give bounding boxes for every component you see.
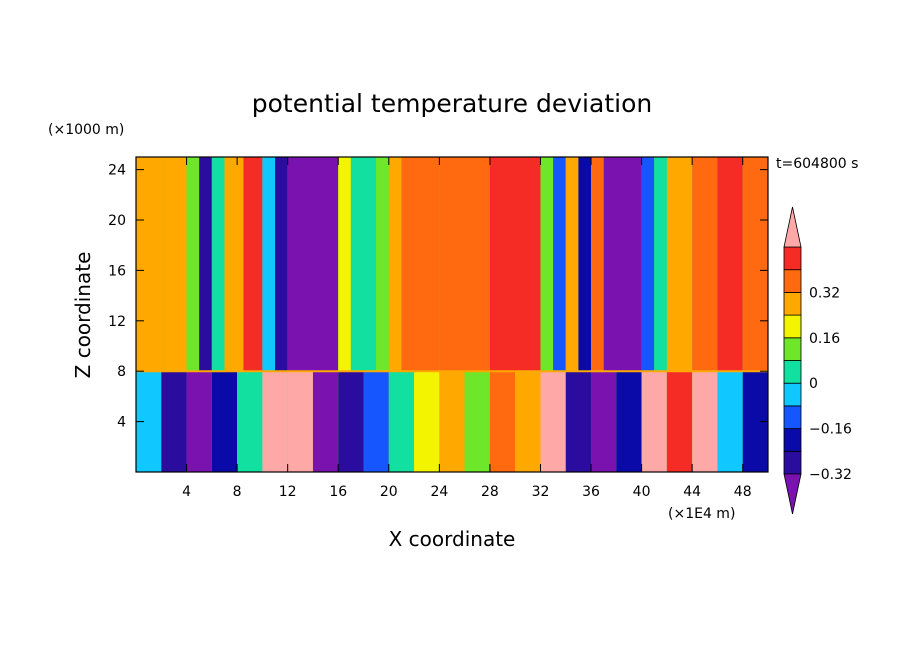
colorbar-top-triangle (783, 206, 802, 248)
contour-band-upper (262, 157, 276, 372)
x-tick-label: 40 (633, 484, 651, 500)
colorbar-box (783, 269, 802, 293)
contour-band-upper (401, 157, 440, 372)
colorbar-box (783, 360, 802, 384)
colorbar-box (783, 337, 802, 361)
chart-title: potential temperature deviation (252, 89, 652, 118)
contour-band-upper (489, 157, 541, 372)
contour-band-upper (199, 157, 212, 372)
contour-band-lower (464, 371, 490, 472)
contour-band-upper (591, 157, 604, 372)
contour-band-upper (565, 157, 579, 372)
contour-band-upper (243, 157, 263, 372)
y-unit-label: (×1000 m) (48, 122, 124, 138)
plot-area (136, 157, 768, 472)
contour-band-lower (717, 371, 743, 472)
colorbar-label: −0.32 (809, 467, 852, 483)
plot-frame (135, 156, 769, 473)
contour-band-lower (312, 371, 339, 472)
contour-band-lower (515, 371, 541, 472)
colorbar-bottom-triangle (783, 473, 802, 515)
contour-band-lower (161, 371, 187, 472)
contour-band-upper (350, 157, 377, 372)
colorbar-box (783, 246, 802, 271)
contour-band-lower (641, 371, 667, 472)
contour-band-lower (439, 371, 465, 472)
contour-band-lower (692, 371, 718, 472)
contour-band-upper (388, 157, 402, 372)
colorbar-box (783, 450, 802, 475)
y-tick-label: 12 (108, 314, 126, 330)
contour-band-upper (376, 157, 389, 372)
contour-band-upper (641, 157, 655, 372)
x-tick-label: 36 (582, 484, 600, 500)
x-axis-label: X coordinate (389, 527, 516, 551)
contour-band-upper (136, 157, 162, 372)
y-tick-label: 24 (108, 163, 126, 179)
contour-band-lower (338, 371, 364, 472)
contour-band-upper (717, 157, 743, 372)
colorbar-box (783, 405, 802, 429)
colorbar-box (783, 314, 802, 339)
colorbar-label: −0.16 (809, 422, 852, 438)
x-tick-label: 44 (683, 484, 701, 500)
colorbar-label: 0.32 (809, 285, 840, 301)
contour-band-upper (692, 157, 718, 372)
colorbar-label: 0 (809, 376, 818, 392)
contour-band-lower (540, 371, 566, 472)
x-tick-label: 4 (182, 484, 191, 500)
x-tick-label: 8 (233, 484, 242, 500)
x-tick-label: 28 (481, 484, 499, 500)
contour-band-lower (489, 371, 516, 472)
contour-band-lower (591, 371, 617, 472)
contour-band-lower (237, 371, 263, 472)
colorbar: 0.32 0.16 0 −0.16 −0.32 (783, 206, 852, 515)
contour-band-lower (565, 371, 592, 472)
contour-band-upper (553, 157, 566, 372)
time-label: t=604800 s (776, 156, 858, 172)
y-tick-label: 8 (117, 364, 126, 380)
contour-band-lower (666, 371, 693, 472)
contour-band-upper (224, 157, 244, 372)
x-tick-label: 16 (329, 484, 347, 500)
contour-band-lower (388, 371, 415, 472)
y-axis-label: Z coordinate (71, 252, 95, 379)
contour-band-upper (540, 157, 554, 372)
contour-band-upper (338, 157, 351, 372)
contour-band-lower (211, 371, 238, 472)
x-tick-label: 32 (532, 484, 550, 500)
colorbar-label: 0.16 (809, 331, 840, 347)
contour-band-upper (211, 157, 225, 372)
colorbar-box (783, 291, 802, 316)
contour-band-lower (414, 371, 440, 472)
contour-band-upper (287, 157, 339, 372)
y-tick-label: 16 (108, 263, 126, 279)
contour-band-upper (578, 157, 592, 372)
contour-band-upper (654, 157, 667, 372)
x-unit-label: (×1E4 m) (668, 506, 735, 522)
y-tick-label: 20 (108, 213, 126, 229)
contour-band-upper (603, 157, 642, 372)
contour-band-lower (616, 371, 642, 472)
colorbar-box (783, 382, 802, 407)
contour-band-upper (275, 157, 288, 372)
contour-band-lower (287, 371, 313, 472)
y-tick-label: 4 (117, 415, 126, 431)
contour-band-upper (186, 157, 200, 372)
x-tick-label: 12 (279, 484, 297, 500)
contour-band-upper (439, 157, 490, 372)
contour-band-lower (363, 371, 389, 472)
contour-band-upper (742, 157, 768, 372)
x-tick-label: 24 (430, 484, 448, 500)
contour-band-lower (186, 371, 212, 472)
contour-band-lower (262, 371, 288, 472)
colorbar-box (783, 428, 802, 452)
x-tick-label: 48 (734, 484, 752, 500)
contour-band-upper (161, 157, 187, 372)
contour-band-upper (666, 157, 693, 372)
x-tick-label: 20 (380, 484, 398, 500)
